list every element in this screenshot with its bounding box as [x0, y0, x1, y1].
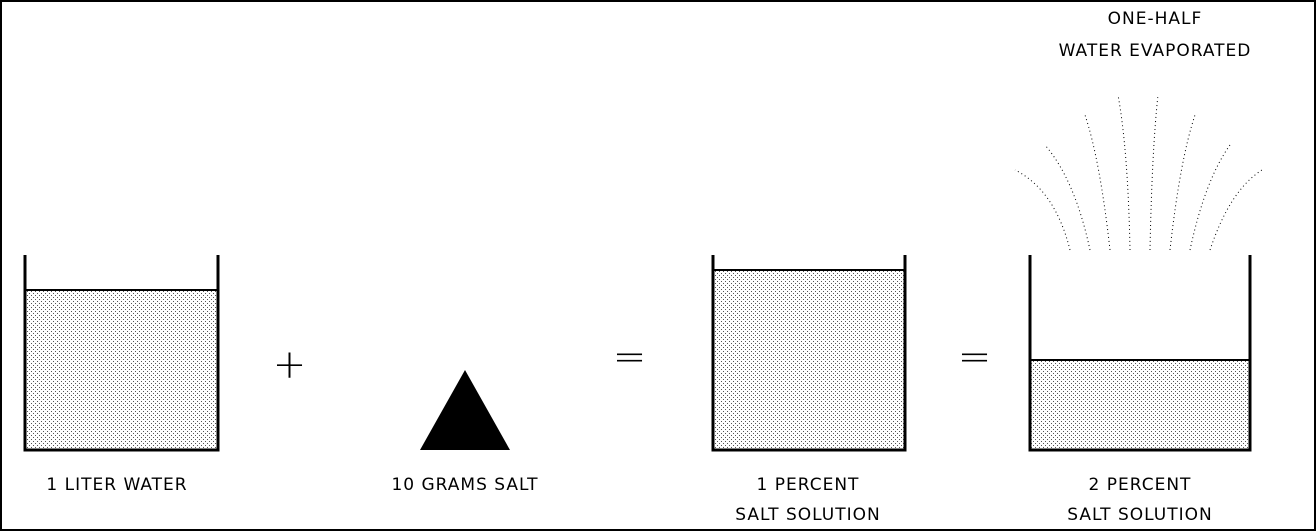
annotation: WATER EVAPORATED [1059, 41, 1252, 61]
operator: + [273, 342, 308, 388]
operator: = [958, 334, 993, 380]
label: 1 LITER WATER [46, 475, 187, 495]
beaker [1030, 255, 1250, 450]
salt [420, 370, 510, 450]
vapor [1015, 95, 1262, 250]
beaker [25, 255, 218, 450]
label: SALT SOLUTION [735, 505, 880, 525]
label: SALT SOLUTION [1067, 505, 1212, 525]
label: 2 PERCENT [1089, 475, 1192, 495]
label: 10 GRAMS SALT [391, 475, 538, 495]
label: 1 PERCENT [757, 475, 860, 495]
diagram: + = = ONE-HALF WATER EVAPORATED 1 LITER … [0, 0, 1316, 531]
annotation: ONE-HALF [1108, 9, 1203, 29]
beaker [713, 255, 905, 450]
operator: = [613, 334, 648, 380]
